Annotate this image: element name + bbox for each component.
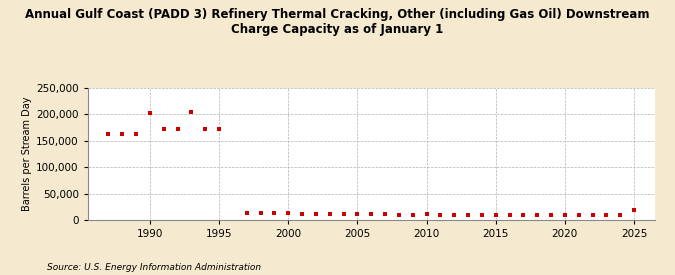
Text: Annual Gulf Coast (PADD 3) Refinery Thermal Cracking, Other (including Gas Oil) : Annual Gulf Coast (PADD 3) Refinery Ther… bbox=[25, 8, 650, 36]
Text: Source: U.S. Energy Information Administration: Source: U.S. Energy Information Administ… bbox=[47, 263, 261, 272]
Y-axis label: Barrels per Stream Day: Barrels per Stream Day bbox=[22, 97, 32, 211]
